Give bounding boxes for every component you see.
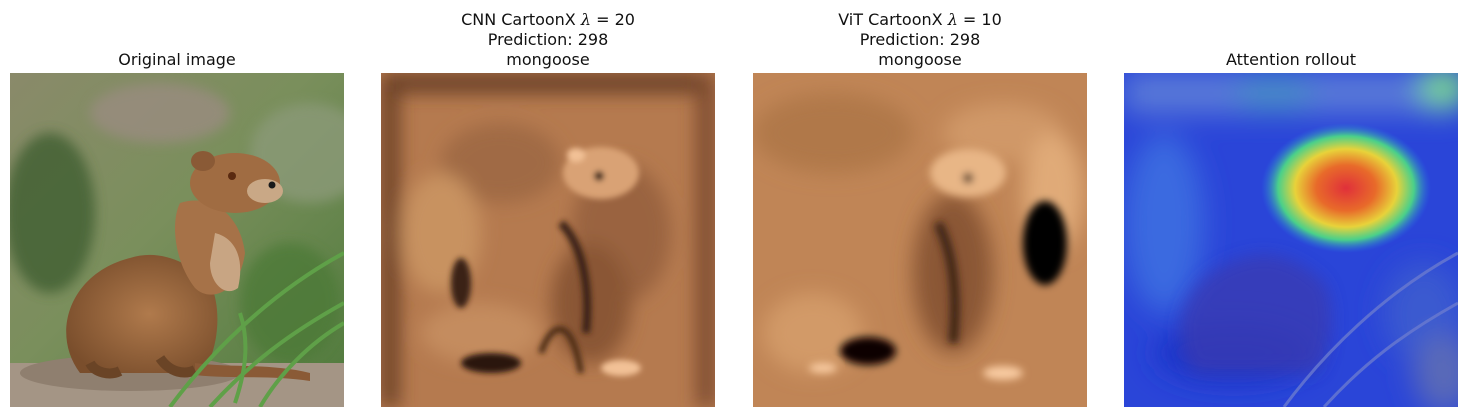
panel-vit-cartoonx: ViT CartoonX λ = 10 Prediction: 298 mong… (753, 0, 1087, 417)
prediction-line: Prediction: 298 (859, 30, 981, 49)
attention-heatmap-overlay (1124, 73, 1458, 407)
title-line-1: CNN CartoonX λ = 20 (341, 10, 755, 30)
title-prefix: CNN CartoonX (461, 10, 581, 29)
title-prefix: ViT CartoonX (838, 10, 948, 29)
cartoonx-mask-image (381, 73, 715, 407)
panel-cnn-cartoonx: CNN CartoonX λ = 20 Prediction: 298 mong… (381, 0, 715, 417)
title-line-1: ViT CartoonX λ = 10 (713, 10, 1127, 30)
cartoonx-mask-image (753, 73, 1087, 407)
panel-title: Attention rollout (1084, 50, 1467, 70)
lambda-symbol: λ (947, 10, 958, 29)
title-line: Attention rollout (1225, 50, 1357, 69)
lambda-value: = 20 (591, 10, 635, 29)
lambda-symbol: λ (580, 10, 591, 29)
panel-attention-rollout: Attention rollout (1124, 0, 1458, 417)
panel-original: Original image (10, 0, 344, 417)
original-image (10, 73, 344, 407)
prediction-line: Prediction: 298 (487, 30, 609, 49)
panel-title: CNN CartoonX λ = 20 Prediction: 298 mong… (341, 10, 755, 70)
attention-rollout-image (1124, 73, 1458, 407)
class-line: mongoose (506, 50, 590, 69)
panel-title: ViT CartoonX λ = 10 Prediction: 298 mong… (713, 10, 1127, 70)
mongoose-photo (10, 73, 344, 407)
lambda-value: = 10 (957, 10, 1002, 29)
vit-cartoonx-image (753, 73, 1087, 407)
panel-title: Original image (0, 50, 384, 70)
title-line: Original image (118, 50, 236, 69)
class-line: mongoose (878, 50, 962, 69)
cnn-cartoonx-image (381, 73, 715, 407)
